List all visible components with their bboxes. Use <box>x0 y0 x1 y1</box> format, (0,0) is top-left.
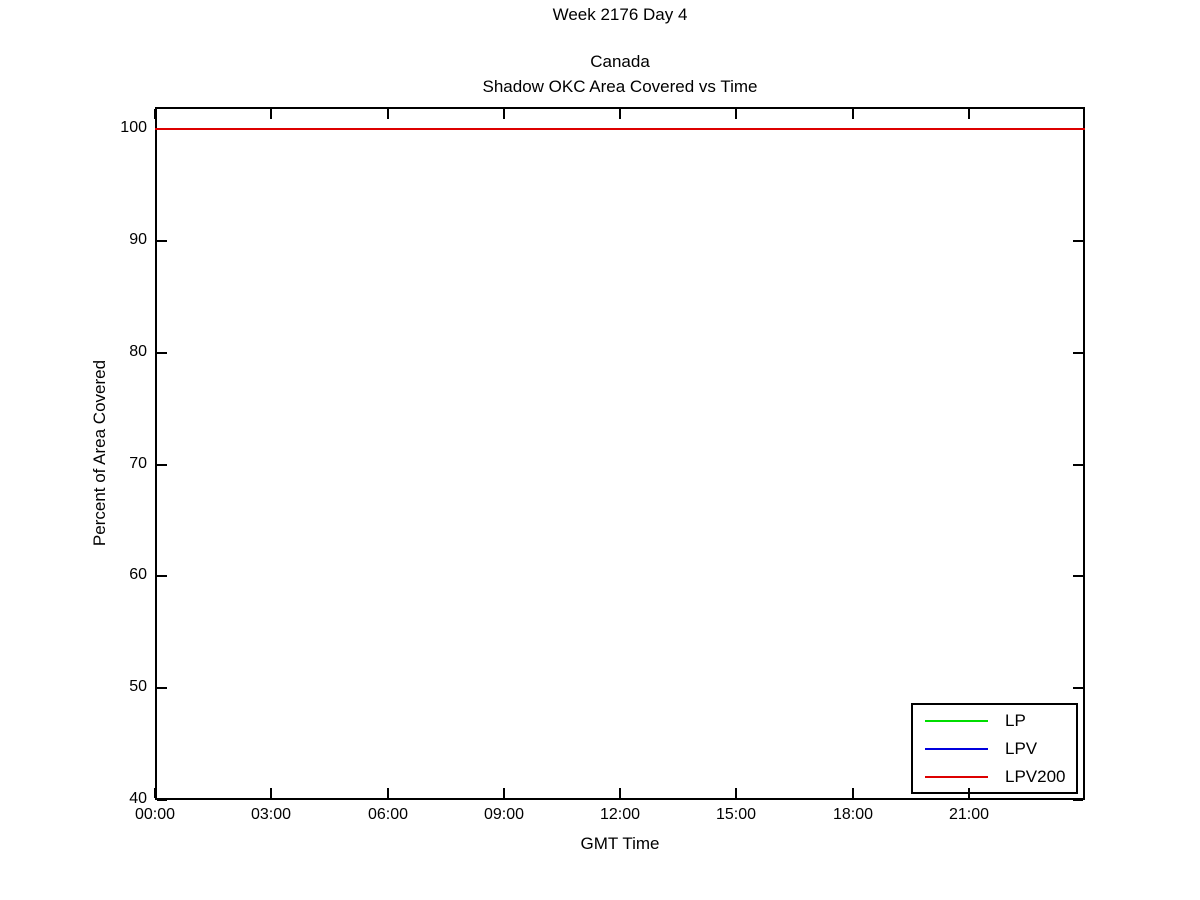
y-tick-mark <box>157 464 167 466</box>
legend-label: LPV200 <box>1005 767 1066 786</box>
x-tick-label: 18:00 <box>832 806 874 823</box>
x-tick-mark <box>154 788 156 798</box>
y-tick-label: 90 <box>129 231 147 248</box>
legend-line-swatch <box>925 720 988 722</box>
legend-label: LP <box>1005 711 1026 730</box>
x-tick-mark-top <box>852 109 854 119</box>
x-tick-mark-top <box>503 109 505 119</box>
y-tick-mark-right <box>1073 575 1083 577</box>
x-tick-mark <box>619 788 621 798</box>
y-tick-mark-right <box>1073 687 1083 689</box>
y-tick-label: 80 <box>129 343 147 360</box>
x-tick-label: 06:00 <box>367 806 409 823</box>
legend-item-lp: LP <box>913 707 1076 735</box>
legend: LP LPV LPV200 <box>911 703 1078 794</box>
y-tick-label: 50 <box>129 678 147 695</box>
x-tick-mark <box>270 788 272 798</box>
x-tick-mark <box>735 788 737 798</box>
x-tick-label: 12:00 <box>599 806 641 823</box>
legend-line-swatch <box>925 776 988 778</box>
x-tick-label: 09:00 <box>483 806 525 823</box>
chart-title: Canada Shadow OKC Area Covered vs Time <box>155 49 1085 99</box>
x-tick-label: 03:00 <box>250 806 292 823</box>
y-tick-mark-right <box>1073 352 1083 354</box>
legend-line-swatch <box>925 748 988 750</box>
series-line-lpv200 <box>155 128 1085 130</box>
legend-item-lpv: LPV <box>913 735 1076 763</box>
x-tick-mark <box>387 788 389 798</box>
x-tick-mark-top <box>619 109 621 119</box>
y-tick-mark <box>157 575 167 577</box>
plot-area <box>155 107 1085 800</box>
x-tick-mark <box>852 788 854 798</box>
x-tick-label: 15:00 <box>715 806 757 823</box>
x-tick-mark-top <box>270 109 272 119</box>
y-tick-mark <box>157 352 167 354</box>
x-tick-mark <box>503 788 505 798</box>
chart-title-line1: Canada <box>590 52 650 71</box>
y-tick-label: 100 <box>120 119 147 136</box>
x-axis-label: GMT Time <box>580 834 660 853</box>
y-tick-mark-right <box>1073 240 1083 242</box>
y-tick-mark <box>157 687 167 689</box>
chart-title-line2: Shadow OKC Area Covered vs Time <box>482 77 758 96</box>
x-tick-mark-top <box>154 109 156 119</box>
y-axis-label: Percent of Area Covered <box>90 359 109 547</box>
legend-label: LPV <box>1005 739 1038 758</box>
figure-suptitle: Week 2176 Day 4 <box>552 5 688 24</box>
legend-item-lpv200: LPV200 <box>913 763 1076 791</box>
x-tick-mark <box>968 788 970 798</box>
x-tick-mark-top <box>968 109 970 119</box>
y-tick-mark-right <box>1073 799 1083 801</box>
y-tick-label: 40 <box>129 790 147 807</box>
x-tick-mark-top <box>387 109 389 119</box>
x-tick-label: 00:00 <box>134 806 176 823</box>
y-tick-label: 60 <box>129 566 147 583</box>
y-tick-mark-right <box>1073 464 1083 466</box>
y-tick-mark <box>157 240 167 242</box>
y-tick-label: 70 <box>129 455 147 472</box>
x-tick-mark-top <box>735 109 737 119</box>
x-tick-label: 21:00 <box>948 806 990 823</box>
y-tick-mark <box>157 799 167 801</box>
